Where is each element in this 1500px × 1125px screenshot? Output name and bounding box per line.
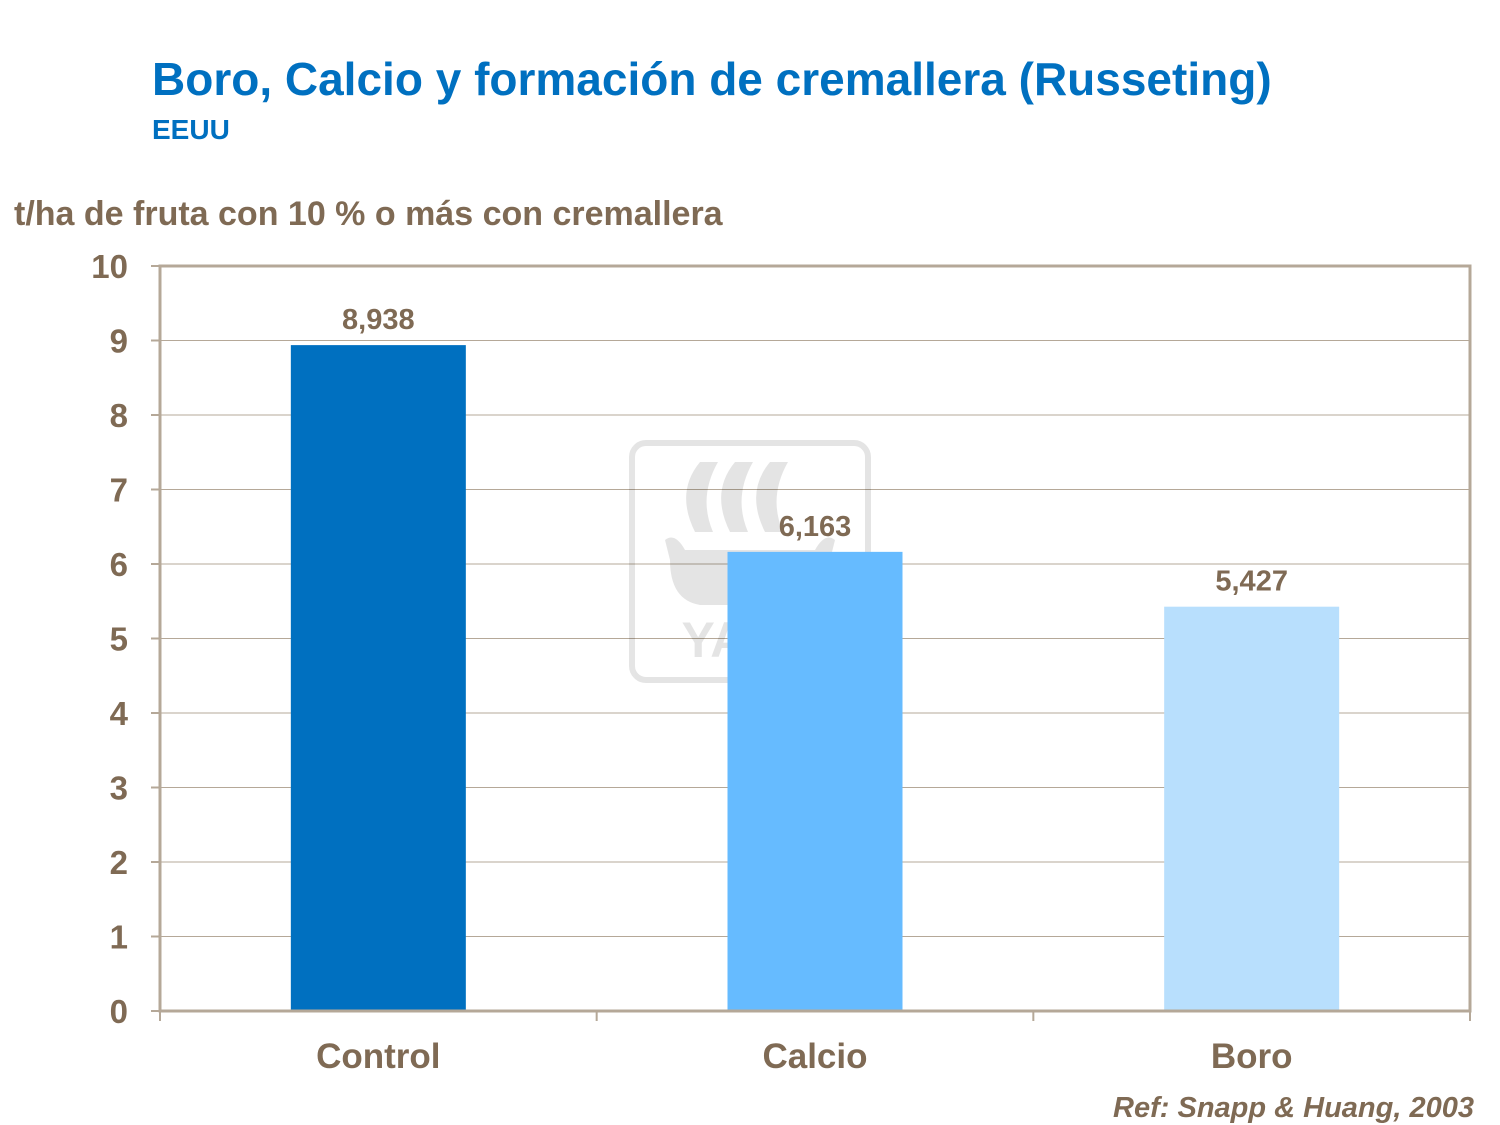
x-tick-label: Calcio <box>762 1037 867 1076</box>
y-tick-label: 6 <box>110 546 128 583</box>
y-tick-label: 4 <box>110 695 129 732</box>
y-tick-label: 7 <box>110 472 128 509</box>
chart-title: Boro, Calcio y formación de cremallera (… <box>152 53 1272 105</box>
x-tick-label: Control <box>316 1037 440 1076</box>
y-tick-label: 3 <box>110 770 128 807</box>
bars <box>290 345 1340 1011</box>
data-label: 8,938 <box>342 304 415 336</box>
y-tick-label: 0 <box>110 993 128 1030</box>
bar-boro <box>1164 606 1340 1011</box>
plot-frame <box>158 264 1472 1013</box>
y-tick-label: 5 <box>110 621 128 658</box>
y-tick-label: 2 <box>110 844 128 881</box>
y-axis-label: t/ha de fruta con 10 % o más con cremall… <box>14 195 723 233</box>
data-label: 5,427 <box>1215 566 1288 598</box>
y-tick-label: 1 <box>110 919 128 956</box>
chart-subtitle: EEUU <box>152 114 230 145</box>
y-tick-label: 9 <box>110 323 128 360</box>
y-tick-label: 10 <box>91 248 128 285</box>
bar-control <box>290 345 466 1011</box>
bar-calcio <box>727 551 903 1011</box>
reference-citation: Ref: Snapp & Huang, 2003 <box>1113 1092 1474 1124</box>
data-label: 6,163 <box>779 511 852 543</box>
x-tick-label: Boro <box>1211 1037 1293 1076</box>
y-tick-label: 8 <box>110 397 128 434</box>
